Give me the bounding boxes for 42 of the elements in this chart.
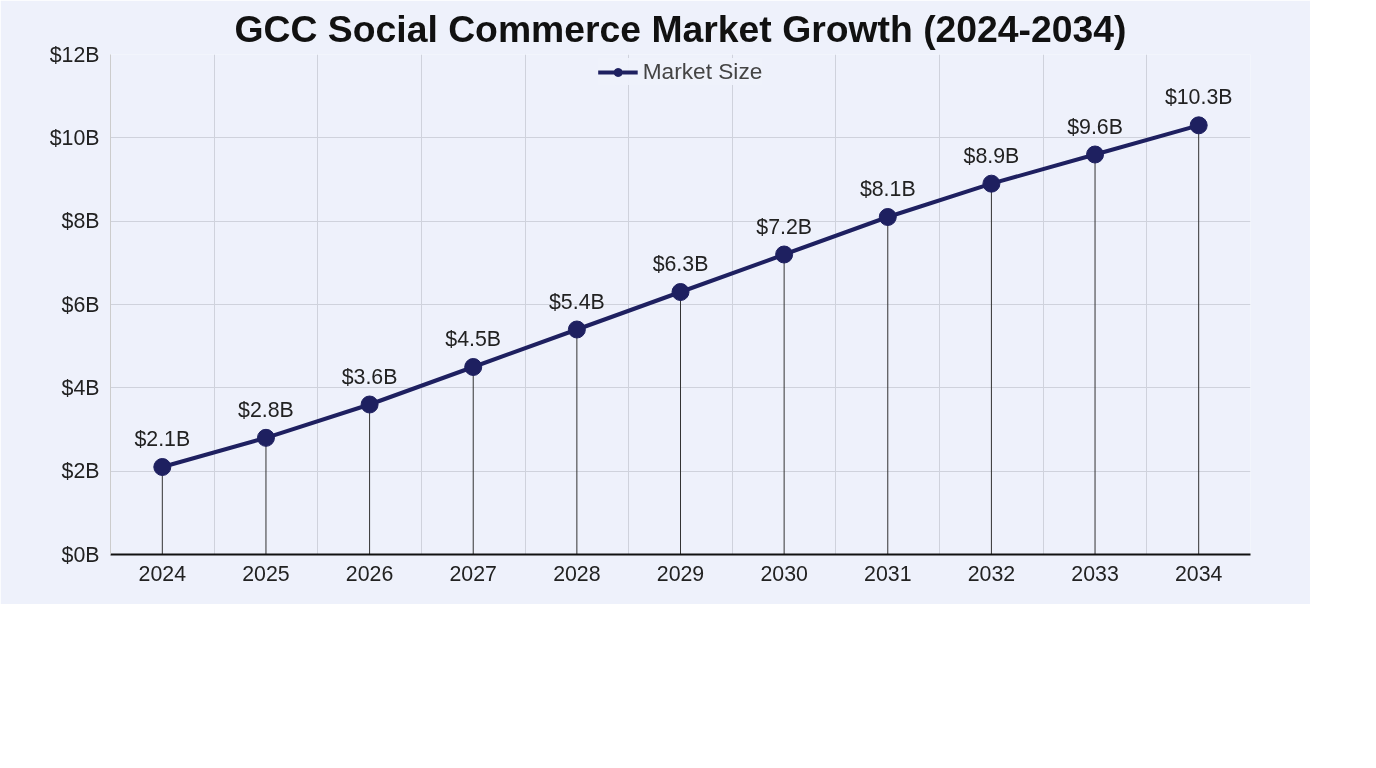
point (982, 174, 1001, 193)
y-tick-label: $12B (49, 42, 100, 67)
data-label: $5.4B (549, 289, 605, 314)
y-tick-label: $4B (61, 375, 100, 400)
data-label: $2.1B (134, 427, 191, 451)
data-label: $3.6B (341, 364, 398, 389)
x-tick-label: 2029 (656, 561, 705, 586)
y-tick-label: $2B (61, 459, 100, 484)
data-label: $7.2B (756, 214, 813, 239)
x-tick-label: 2025 (242, 561, 290, 586)
x-tick-label: 2030 (760, 561, 808, 586)
point (360, 395, 379, 414)
x-tick-label: 2034 (1174, 561, 1223, 586)
y-tick-label: $6B (61, 292, 100, 317)
y-tick-label: $8B (61, 209, 100, 234)
data-label: $8.1B (859, 177, 916, 201)
data-label: $9.6B (1067, 114, 1123, 139)
point (256, 428, 275, 447)
point (153, 458, 172, 476)
point (775, 245, 794, 264)
x-tick-label: 2027 (449, 561, 497, 586)
point (1086, 145, 1105, 164)
data-label: $4.5B (445, 327, 502, 351)
point (1189, 116, 1208, 135)
x-tick-label: 2032 (967, 561, 1016, 586)
x-tick-label: 2026 (345, 561, 394, 586)
data-label: $6.3B (652, 252, 709, 276)
x-tick-label: 2033 (1071, 561, 1119, 586)
x-tick-label: 2031 (864, 561, 912, 586)
x-tick-label: 2028 (553, 561, 601, 586)
point (878, 208, 897, 226)
y-tick-label: $0B (61, 542, 100, 567)
point (671, 283, 690, 301)
legend-label: Market Size (642, 58, 763, 85)
data-label: $8.9B (963, 143, 1020, 168)
chart-title: GCC Social Commerce Market Growth (2024-2034) (234, 7, 1127, 50)
data-label: $2.8B (238, 397, 294, 422)
point (567, 320, 586, 339)
data-label: $10.3B (1164, 85, 1233, 110)
point (464, 358, 483, 376)
y-tick-label: $10B (49, 125, 100, 150)
x-tick-label: 2024 (138, 561, 187, 586)
